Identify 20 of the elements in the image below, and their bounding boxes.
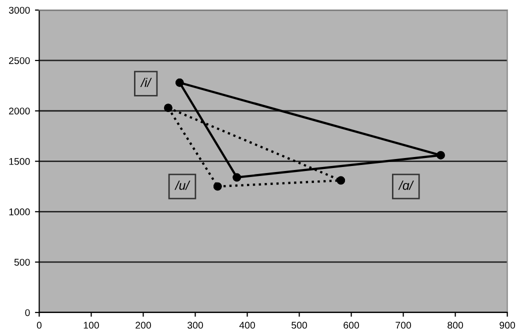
- annotation: /ɑ/: [398, 180, 414, 190]
- x-tick-label: 200: [136, 322, 151, 329]
- x-tick-label: 800: [448, 322, 464, 329]
- x-tick-label: 100: [84, 322, 99, 329]
- y-tick-label: 1500: [9, 158, 30, 165]
- y-tick-label: 3000: [8, 6, 30, 14]
- x-tick-label: 500: [292, 322, 308, 329]
- y-tick-label: 500: [14, 258, 30, 266]
- x-tick-label: 900: [500, 322, 516, 329]
- x-tick-label: 700: [396, 322, 412, 329]
- x-tick-label: 400: [239, 322, 255, 329]
- x-tick-label: 600: [344, 322, 360, 329]
- annotation: /u/: [174, 180, 190, 190]
- y-tick-label: 2000: [9, 108, 30, 114]
- x-tick-label: 300: [188, 322, 203, 329]
- y-tick-label: 1000: [9, 208, 30, 216]
- x-tick-label: 0: [36, 322, 42, 329]
- y-tick-label: 0: [25, 309, 30, 316]
- y-tick-label: 2500: [9, 57, 30, 64]
- annotation: /i/: [140, 78, 152, 88]
